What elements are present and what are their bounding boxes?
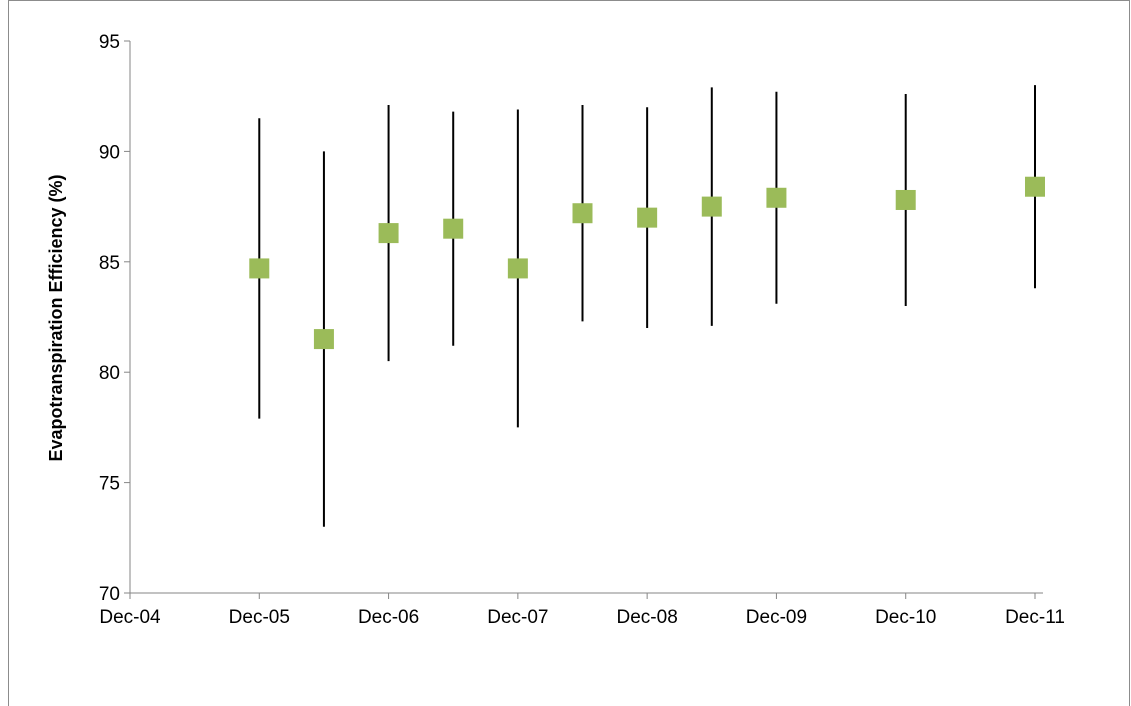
data-point bbox=[895, 189, 916, 210]
data-point bbox=[378, 223, 399, 244]
y-axis-title: Evapotranspiration Efficiency (%) bbox=[46, 174, 66, 461]
y-tick-label: 85 bbox=[99, 253, 120, 274]
data-point bbox=[249, 258, 270, 279]
chart-border bbox=[8, 0, 1130, 706]
data-point bbox=[507, 258, 528, 279]
data-point bbox=[766, 187, 787, 208]
data-markers bbox=[249, 176, 1045, 350]
x-tick-label: Dec-04 bbox=[99, 607, 161, 628]
x-tick-label: Dec-05 bbox=[229, 607, 290, 628]
y-tick-label: 70 bbox=[99, 584, 120, 605]
data-point bbox=[313, 329, 334, 350]
y-tick-label: 75 bbox=[99, 474, 120, 495]
x-tick-label: Dec-07 bbox=[487, 607, 548, 628]
y-tick-label: 95 bbox=[99, 32, 120, 53]
x-axis: Dec-04 Dec-05 Dec-06 Dec-07 Dec-08 Dec-09 Dec-… bbox=[99, 592, 1065, 628]
x-tick-label: Dec-09 bbox=[746, 607, 807, 628]
x-tick-label: Dec-11 bbox=[1005, 607, 1065, 628]
x-tick-label: Dec-06 bbox=[358, 607, 419, 628]
x-tick-label: Dec-08 bbox=[617, 607, 678, 628]
y-axis: 70 75 80 85 90 95 bbox=[99, 32, 131, 605]
y-tick-label: 80 bbox=[99, 363, 120, 384]
data-point bbox=[1025, 176, 1045, 197]
data-point bbox=[701, 196, 722, 217]
data-point bbox=[637, 207, 658, 228]
data-point bbox=[443, 218, 464, 239]
x-tick-label: Dec-10 bbox=[875, 607, 936, 628]
data-point bbox=[572, 203, 593, 224]
y-tick-label: 90 bbox=[99, 142, 120, 163]
